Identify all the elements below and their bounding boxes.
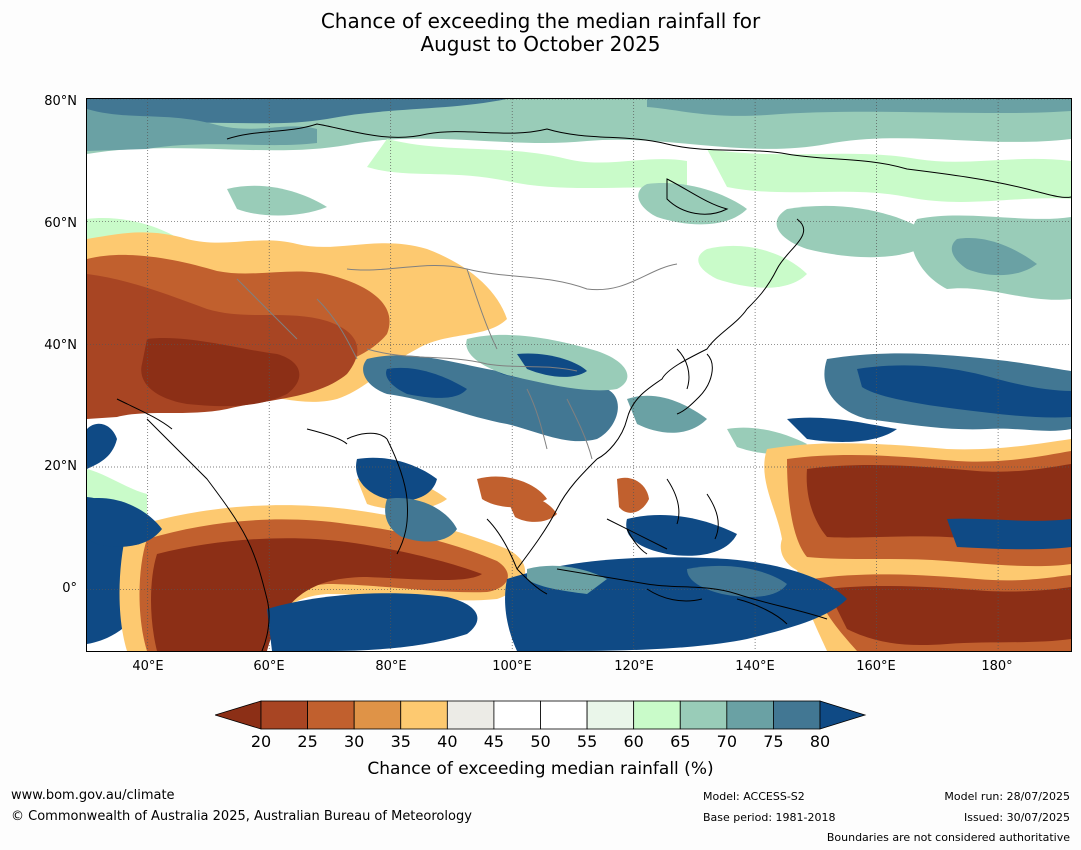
region-tropical-pacific-dry [764, 439, 1071, 585]
colorbar-bin-20-25 [260, 700, 308, 730]
colorbar-bin-55-60 [586, 700, 635, 730]
region-arctic-band [87, 99, 1071, 202]
lat-label-20n: 20°N [44, 459, 77, 474]
colorbar-tick-80: 80 [809, 732, 831, 751]
colorbar-tick-20: 20 [250, 732, 272, 751]
colorbar-tick-70: 70 [716, 732, 738, 751]
lon-label-160e: 160°E [856, 659, 896, 674]
lon-label-60e: 60°E [253, 659, 285, 674]
colorbar-over-arrow [819, 700, 867, 730]
lon-label-120e: 120°E [614, 659, 654, 674]
model-run-date: Model run: 28/07/2025 [944, 790, 1070, 803]
region-north-pacific-wet [727, 353, 1071, 454]
source-url: www.bom.gov.au/climate [11, 788, 175, 803]
colorbar-tick-30: 30 [343, 732, 365, 751]
colorbar-tick-35: 35 [390, 732, 411, 751]
colorbar-bin-75-80 [773, 700, 821, 730]
colorbar-bin-25-30 [307, 700, 355, 730]
issued-date: Issued: 30/07/2025 [963, 811, 1070, 824]
colorbar-bin-70-75 [726, 700, 774, 730]
colorbar-bin-35-40 [400, 700, 448, 730]
map-coastlines [116, 123, 1071, 651]
colorbar-bin-65-70 [679, 700, 728, 730]
map-title-line1: Chance of exceeding the median rainfall … [320, 9, 761, 33]
lat-label-40n: 40°N [44, 338, 77, 353]
map-title-line2: August to October 2025 [420, 32, 661, 56]
region-central-asia-dry [87, 232, 507, 419]
region-siberia-patches [87, 183, 1071, 300]
colorbar-tick-55: 55 [576, 732, 598, 751]
lon-label-80e: 80°E [375, 659, 407, 674]
colorbar-tick-75: 75 [763, 732, 784, 751]
model-name: Model: ACCESS-S2 [703, 790, 805, 803]
colorbar-tick-50: 50 [530, 732, 551, 751]
base-period: Base period: 1981-2018 [703, 811, 836, 824]
lon-label-140e: 140°E [735, 659, 775, 674]
lat-label-60n: 60°N [44, 216, 77, 231]
rainfall-map-canvas [87, 99, 1071, 651]
colorbar-label: Chance of exceeding median rainfall (%) [367, 759, 714, 779]
colorbar-bin-50-55 [540, 700, 588, 730]
boundaries-disclaimer: Boundaries are not considered authoritat… [826, 831, 1070, 844]
colorbar-under-arrow [215, 700, 262, 730]
region-south-pacific-dry [797, 564, 1071, 651]
colorbar-bin-60-65 [633, 700, 681, 730]
colorbar-tick-25: 25 [297, 732, 318, 751]
map-borders [236, 263, 678, 460]
colorbar-tick-40: 40 [437, 732, 458, 751]
lat-label-80n: 80°N [44, 94, 77, 109]
colorbar-bin-30-35 [353, 700, 402, 730]
lon-label-40e: 40°E [132, 659, 164, 674]
lon-label-100e: 100°E [492, 659, 532, 674]
colorbar-bin-45-50 [493, 700, 541, 730]
colorbar-tick-65: 65 [670, 732, 691, 751]
colorbar-bin-40-45 [446, 700, 495, 730]
lon-label-180: 180° [981, 659, 1013, 674]
region-maritime-continent-wet [87, 457, 847, 651]
region-indian-ocean-dry [119, 475, 547, 651]
rainfall-map [86, 98, 1072, 652]
lat-label-0: 0° [62, 581, 77, 596]
colorbar [215, 700, 867, 730]
copyright-text: © Commonwealth of Australia 2025, Austra… [11, 809, 472, 824]
region-east-asia-wet [363, 334, 707, 442]
colorbar-tick-45: 45 [483, 732, 505, 751]
map-graticule [87, 99, 1071, 651]
colorbar-tick-60: 60 [623, 732, 644, 751]
